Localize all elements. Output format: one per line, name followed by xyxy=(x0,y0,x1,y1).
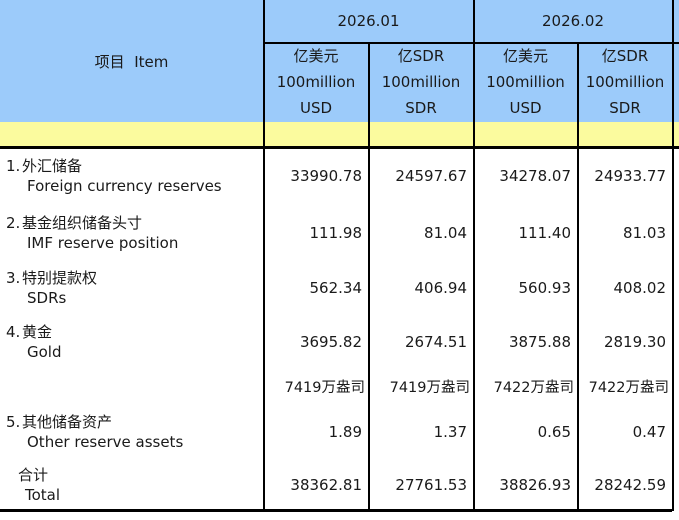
row-label-en: Total xyxy=(25,485,61,504)
table-border-line xyxy=(577,42,579,511)
value-cell: 38362.81 xyxy=(290,475,362,494)
item-header-cell: 项目 Item xyxy=(94,52,169,71)
unit-header-usd-1: 亿美元 100million USD xyxy=(264,42,368,122)
value-cell: 406.94 xyxy=(414,278,468,297)
row-label-cn: 5. 其他储备资产 xyxy=(6,412,113,431)
value-cell: 562.34 xyxy=(309,278,363,297)
value-cell: 408.02 xyxy=(613,278,667,297)
value-cell: 33990.78 xyxy=(290,166,362,185)
value-cell: 27761.53 xyxy=(395,475,467,494)
row-label-cn: 3. 特别提款权 xyxy=(6,268,98,287)
value-cell: 111.98 xyxy=(309,223,363,242)
unit-header-line: 100million xyxy=(276,73,356,91)
value-cell: 38826.93 xyxy=(499,475,571,494)
unit-header-line: USD xyxy=(299,99,333,117)
value-cell: 7422万盎司 xyxy=(493,380,574,396)
value-cell: 2819.30 xyxy=(603,332,666,351)
unit-header-sdr-1: 亿SDR 100million SDR xyxy=(369,42,473,122)
row-label-cn: 1. 外汇储备 xyxy=(6,156,83,175)
table-border-line xyxy=(0,509,672,512)
gold-ounces-row: 7419万盎司 7419万盎司 7422万盎司 7422万盎司 xyxy=(0,368,679,405)
value-cell: 3695.82 xyxy=(299,332,362,351)
period-header-2026-01: 2026.01 xyxy=(337,12,400,30)
value-cell: 1.37 xyxy=(433,422,467,441)
unit-header-line: SDR xyxy=(609,99,641,117)
row-label: 合计 Total xyxy=(0,458,263,511)
value-cell: 81.03 xyxy=(623,223,666,242)
row-label-en: Foreign currency reserves xyxy=(27,176,222,195)
unit-header-line: 亿美元 xyxy=(502,47,548,65)
table-border-line xyxy=(473,0,475,511)
table-border-line xyxy=(263,42,679,44)
value-cell: 560.93 xyxy=(518,278,572,297)
row-number: 5. xyxy=(6,412,21,431)
row-label: 3. 特别提款权 SDRs xyxy=(0,260,263,315)
row-number: 4. xyxy=(6,322,21,341)
unit-header-line: 亿美元 xyxy=(293,47,339,65)
row-number: 3. xyxy=(6,268,21,287)
table-row-foreign-currency-reserves: 1. 外汇储备 Foreign currency reserves 33990.7… xyxy=(0,146,679,205)
row-number: 2. xyxy=(6,213,21,232)
value-cell: 7419万盎司 xyxy=(389,380,470,396)
unit-header-line: 100million xyxy=(381,73,461,91)
unit-header-line: 亿SDR xyxy=(397,47,445,65)
value-cell: 81.04 xyxy=(424,223,467,242)
row-label-en: Gold xyxy=(27,342,62,361)
table-border-line xyxy=(672,0,674,511)
separator-stripe xyxy=(0,122,679,146)
row-label: 2. 基金组织储备头寸 IMF reserve position xyxy=(0,205,263,260)
unit-header-line: 亿SDR xyxy=(601,47,649,65)
table-row-imf-reserve-position: 2. 基金组织储备头寸 IMF reserve position 111.98 8… xyxy=(0,205,679,260)
table-border-line xyxy=(0,146,679,149)
period-header-2026-02: 2026.02 xyxy=(541,12,605,30)
value-cell: 7422万盎司 xyxy=(588,380,669,396)
header-background xyxy=(0,0,679,122)
unit-header-line: USD xyxy=(509,99,542,117)
total-row: 合计 Total 38362.81 27761.53 38826.93 2824… xyxy=(0,458,679,511)
table-border-line xyxy=(368,42,370,511)
row-label-en: SDRs xyxy=(27,288,67,307)
row-label-cn: 合计 xyxy=(18,465,49,484)
unit-header-sdr-2: 亿SDR 100million SDR xyxy=(578,42,672,122)
value-cell: 0.47 xyxy=(632,422,666,441)
value-cell: 24597.67 xyxy=(395,166,467,185)
unit-header-line: 100million xyxy=(585,73,665,91)
value-cell: 1.89 xyxy=(328,422,362,441)
row-label-en: Other reserve assets xyxy=(27,432,184,451)
value-cell: 7419万盎司 xyxy=(284,380,365,396)
value-cell: 3875.88 xyxy=(508,332,571,351)
table-border-line xyxy=(263,0,265,511)
row-label-cn: 2. 基金组织储备头寸 xyxy=(6,213,143,232)
row-label: 1. 外汇储备 Foreign currency reserves xyxy=(0,146,263,205)
unit-header-line: SDR xyxy=(405,99,437,117)
value-cell: 34278.07 xyxy=(499,166,571,185)
value-cell: 2674.51 xyxy=(404,332,467,351)
row-label: 5. 其他储备资产 Other reserve assets xyxy=(0,405,263,458)
row-label-cn: 4. 黄金 xyxy=(6,322,53,341)
value-cell: 0.65 xyxy=(537,422,571,441)
value-cell: 111.40 xyxy=(518,223,572,242)
row-label: 4. 黄金 Gold xyxy=(0,315,263,368)
table-row-other-reserve-assets: 5. 其他储备资产 Other reserve assets 1.89 1.37 … xyxy=(0,405,679,458)
value-cell: 24933.77 xyxy=(594,166,666,185)
table-row-sdrs: 3. 特别提款权 SDRs 562.34 406.94 560.93 408.02 xyxy=(0,260,679,315)
row-number: 1. xyxy=(6,156,21,175)
unit-header-usd-2: 亿美元 100million USD xyxy=(474,42,577,122)
value-cell: 28242.59 xyxy=(594,475,666,494)
row-label-en: IMF reserve position xyxy=(27,233,179,252)
table-row-gold: 4. 黄金 Gold 3695.82 2674.51 3875.88 2819.3… xyxy=(0,315,679,368)
unit-header-line: 100million xyxy=(486,73,565,91)
